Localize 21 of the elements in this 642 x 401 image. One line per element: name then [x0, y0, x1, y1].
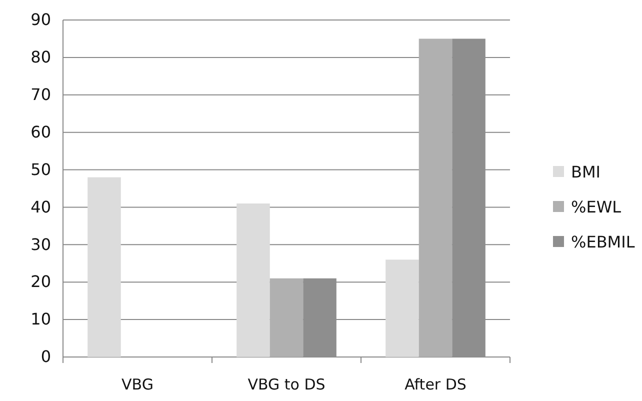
- legend-label: BMI: [571, 162, 600, 182]
- bar: [88, 177, 121, 357]
- y-tick-label: 10: [30, 310, 51, 329]
- y-tick-label: 60: [30, 122, 51, 142]
- bar: [236, 203, 270, 357]
- y-tick-label: 90: [30, 10, 51, 30]
- y-tick-label: 40: [30, 197, 51, 216]
- y-tick-label: 80: [30, 48, 51, 67]
- bar: [418, 38, 452, 357]
- bar: [270, 278, 304, 357]
- y-tick-label: 30: [30, 234, 51, 254]
- y-tick-label: 70: [30, 85, 51, 104]
- legend-label: %EBMIL: [571, 232, 635, 252]
- legend-label: %EWL: [571, 198, 622, 217]
- x-tick-label: After DS: [404, 376, 466, 394]
- x-tick-label: VBG to DS: [248, 376, 326, 394]
- y-tick-label: 0: [40, 347, 51, 366]
- x-tick-label: VBG: [122, 376, 154, 394]
- y-tick-label: 20: [30, 272, 51, 292]
- bar: [386, 260, 419, 357]
- y-tick-label: 50: [30, 160, 51, 179]
